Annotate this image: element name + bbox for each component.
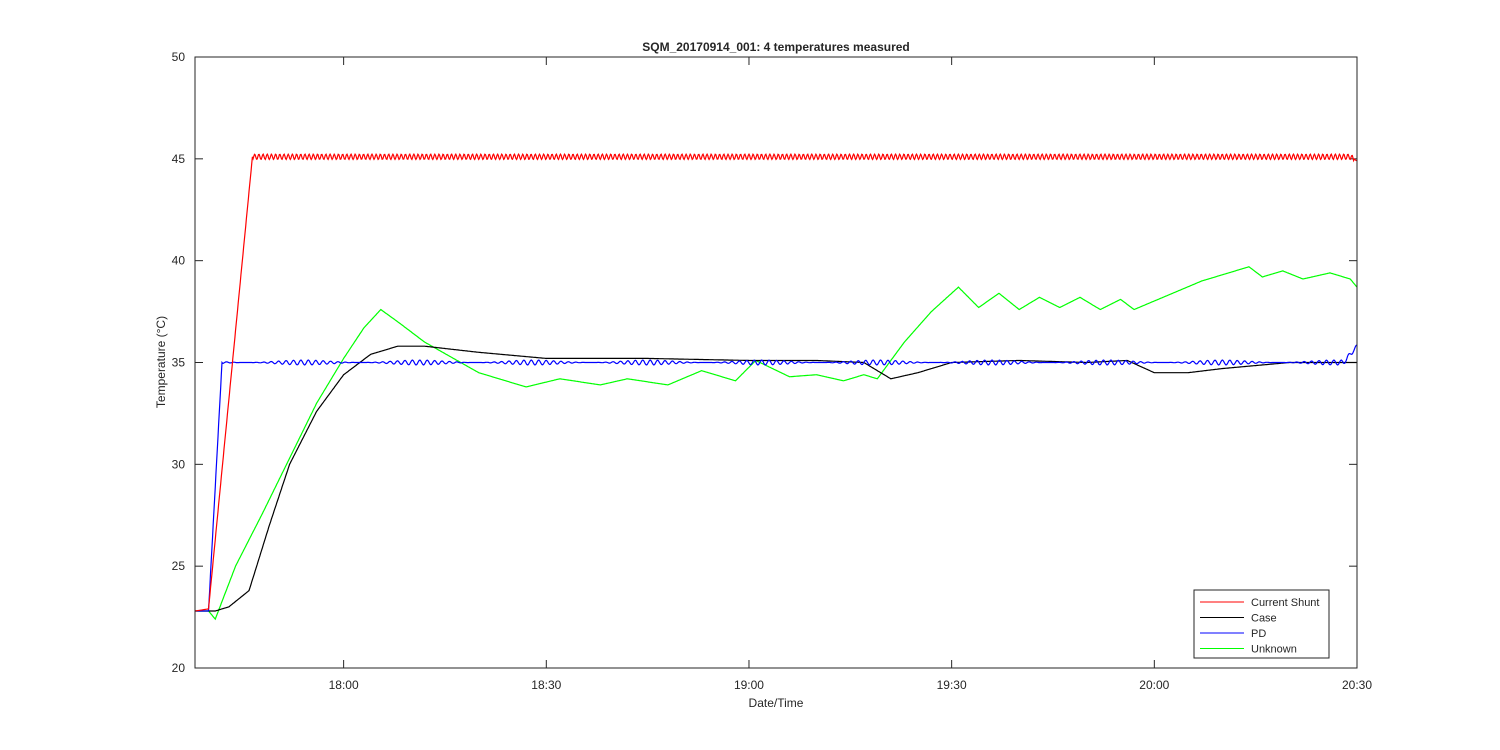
- legend-label: Unknown: [1251, 644, 1297, 656]
- x-axis-label: Date/Time: [749, 696, 804, 710]
- y-tick-label: 45: [172, 152, 186, 166]
- legend-label: Case: [1251, 613, 1277, 625]
- series-line-pd: [195, 344, 1358, 612]
- x-tick-label: 20:00: [1139, 678, 1169, 692]
- series-line-case: [195, 345, 1357, 612]
- x-tick-label: 18:30: [531, 678, 561, 692]
- x-tick-label: 20:30: [1342, 678, 1372, 692]
- legend-label: Current Shunt: [1251, 597, 1319, 609]
- legend-label: PD: [1251, 628, 1266, 640]
- x-tick-label: 19:00: [734, 678, 764, 692]
- y-tick-label: 25: [172, 559, 186, 573]
- y-tick-label: 20: [172, 661, 186, 675]
- series-line-current-shunt: [194, 152, 1358, 612]
- y-tick-label: 40: [172, 254, 186, 268]
- x-tick-label: 18:00: [329, 678, 359, 692]
- y-tick-label: 35: [172, 356, 186, 370]
- series-line-unknown: [195, 266, 1358, 621]
- x-tick-label: 19:30: [937, 678, 967, 692]
- legend-box: [1193, 589, 1330, 659]
- y-tick-label: 50: [172, 50, 186, 64]
- legend: Current Shunt Case PD Unknown: [1193, 589, 1330, 659]
- y-axis-label: Temperature (°C): [154, 316, 168, 408]
- plot-area-frame: [194, 56, 1358, 669]
- y-tick-label: 30: [172, 457, 186, 471]
- chart-title: SQM_20170914_001: 4 temperatures measure…: [642, 40, 910, 54]
